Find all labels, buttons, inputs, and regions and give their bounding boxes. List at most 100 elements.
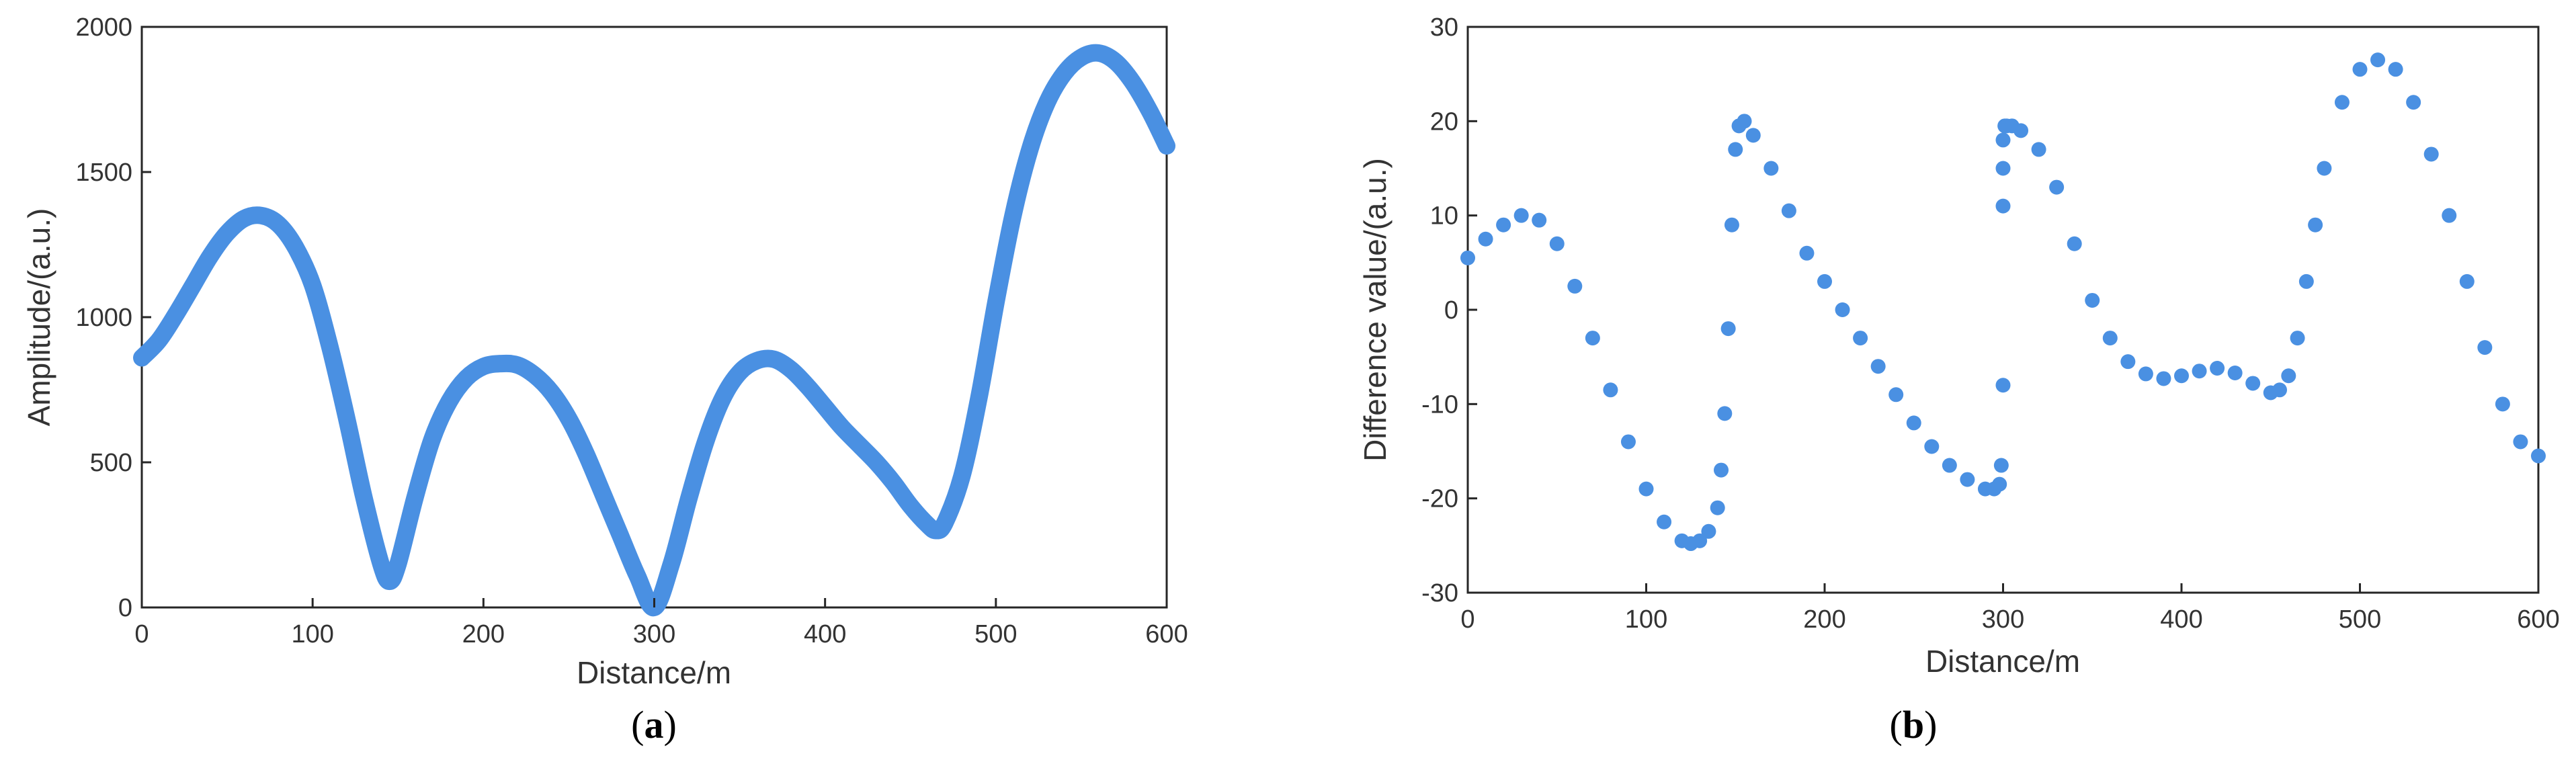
panel-b-x-ticks: 0 100 200 300 400 500 600 <box>1460 583 2560 634</box>
panel-a-x-tick-label: 100 <box>291 620 333 648</box>
panel-b-data-point <box>2334 95 2350 110</box>
panel-a-y-tick-label: 0 <box>118 594 132 622</box>
panel-b-data-point <box>1995 161 2011 176</box>
panel-b-data-point <box>2513 434 2528 450</box>
panel-b-data-point <box>1728 142 1743 157</box>
panel-b-data-point <box>1478 231 1493 247</box>
panel-b-data-point <box>1657 514 1672 530</box>
panel-a-x-tick-label: 200 <box>462 620 505 648</box>
panel-b-series-group <box>1460 52 2546 552</box>
panel-b-data-point <box>2352 62 2368 77</box>
panel-b: 0 100 200 300 400 500 600 -30 -20 -10 0 10 20 30 Dis… <box>1358 13 2560 747</box>
panel-b-data-point <box>2531 448 2546 464</box>
panel-b-y-tick-label: 0 <box>1444 296 1458 325</box>
panel-a-x-tick-label: 300 <box>633 620 675 648</box>
panel-b-data-point <box>2298 273 2314 289</box>
panel-a-y-tick-label: 2000 <box>75 13 132 42</box>
panel-b-data-point <box>1567 278 1583 294</box>
panel-b-data-point <box>1817 273 1832 289</box>
panel-b-y-ticks: -30 -20 -10 0 10 20 30 <box>1421 13 1477 607</box>
panel-b-data-point <box>1692 533 1708 548</box>
panel-b-y-tick-label: 20 <box>1430 108 1458 136</box>
panel-b-data-point <box>2495 396 2510 412</box>
panel-b-data-point <box>2388 62 2403 77</box>
panel-b-data-point <box>1717 406 1733 421</box>
panel-b-data-point <box>2085 292 2100 308</box>
panel-b-data-point <box>2013 123 2029 138</box>
panel-b-x-tick-label: 400 <box>2160 605 2202 634</box>
panel-b-data-point <box>1638 481 1654 497</box>
panel-b-data-point <box>1513 208 1529 223</box>
panel-b-data-point <box>2210 361 2225 376</box>
panel-b-data-point <box>2138 366 2153 382</box>
panel-b-data-point <box>1710 500 1725 515</box>
panel-b-y-tick-label: -20 <box>1421 485 1458 513</box>
panel-a-y-tick-label: 500 <box>90 449 132 477</box>
panel-b-data-point <box>2317 161 2332 176</box>
panel-a-x-tick-label: 0 <box>134 620 149 648</box>
panel-a-x-ticks: 0 100 200 300 400 500 600 <box>134 598 1188 648</box>
panel-b-data-point <box>2281 368 2296 384</box>
panel-a-y-tick-label: 1500 <box>75 159 132 187</box>
panel-b-data-point <box>2370 52 2386 68</box>
panel-b-data-point <box>1995 198 2011 214</box>
panel-b-data-point <box>1714 462 1729 478</box>
panel-b-x-tick-label: 300 <box>1982 605 2024 634</box>
panel-b-data-point <box>2290 331 2305 346</box>
panel-b-data-point <box>1720 321 1736 337</box>
panel-b-x-axis-label: Distance/m <box>1925 644 2080 679</box>
panel-b-plot-frame <box>1466 26 2540 594</box>
panel-b-data-point <box>1906 415 1921 431</box>
panel-b-data-point <box>1995 132 2011 148</box>
panel-a-x-tick-label: 400 <box>804 620 846 648</box>
panel-b-caption-letter: b <box>1903 703 1924 747</box>
panel-b-data-point <box>1993 458 2009 473</box>
panel-b-y-tick-label: 10 <box>1430 202 1458 230</box>
panel-a-y-ticks: 0 500 1000 1500 2000 <box>75 13 151 622</box>
panel-a-caption-letter: a <box>645 703 664 747</box>
panel-b-y-axis-label: Difference value/(a.u.) <box>1358 158 1393 462</box>
panel-b-data-point <box>1995 378 2011 393</box>
panel-b-data-point <box>1870 359 1886 374</box>
panel-a-x-tick-label: 500 <box>974 620 1017 648</box>
panel-b-data-point <box>2102 331 2118 346</box>
panel-b-y-tick-label: -30 <box>1421 579 1458 607</box>
panel-b-data-point <box>2406 95 2421 110</box>
panel-a-x-tick-label: 600 <box>1145 620 1188 648</box>
panel-b-data-point <box>2459 273 2475 289</box>
panel-b-caption: (b) <box>1890 703 1938 747</box>
panel-b-data-point <box>1924 439 1940 454</box>
panel-b-data-point <box>2192 364 2207 379</box>
panel-b-data-point <box>2477 340 2493 355</box>
panel-a-series-group <box>133 44 1175 616</box>
panel-b-y-tick-label: 30 <box>1430 13 1458 42</box>
panel-b-data-point <box>2272 382 2288 398</box>
panel-b-x-tick-label: 100 <box>1625 605 1667 634</box>
panel-b-data-point <box>2156 371 2171 386</box>
panel-b-y-tick-label: -10 <box>1421 390 1458 419</box>
panel-b-data-point <box>1835 302 1850 317</box>
panel-a-y-tick-label: 1000 <box>75 304 132 332</box>
panel-a-caption: (a) <box>631 703 677 747</box>
panel-b-x-tick-label: 0 <box>1460 605 1474 634</box>
panel-b-data-point <box>1781 203 1796 218</box>
panel-b-data-point <box>2227 366 2243 381</box>
panel-b-data-point <box>1532 212 1547 228</box>
panel-b-data-point <box>1745 128 1761 143</box>
panel-b-data-point <box>2245 376 2261 391</box>
panel-b-data-point <box>1888 387 1904 403</box>
panel-b-data-point <box>1585 331 1600 346</box>
panel-b-x-tick-label: 600 <box>2517 605 2559 634</box>
panel-b-data-point <box>1853 331 1868 346</box>
panel-a-plot-frame <box>140 26 1168 609</box>
panel-b-data-point <box>2049 179 2065 195</box>
panel-b-data-point <box>1549 236 1565 251</box>
panel-b-data-point <box>1724 217 1739 232</box>
panel-b-data-point <box>2308 217 2323 232</box>
panel-b-data-point <box>1620 434 1636 450</box>
panel-b-data-point <box>2067 236 2082 251</box>
panel-b-data-point <box>2031 142 2046 157</box>
panel-a-y-axis-label: Amplitude/(a.u.) <box>22 208 56 427</box>
panel-b-data-point <box>1942 458 1957 473</box>
